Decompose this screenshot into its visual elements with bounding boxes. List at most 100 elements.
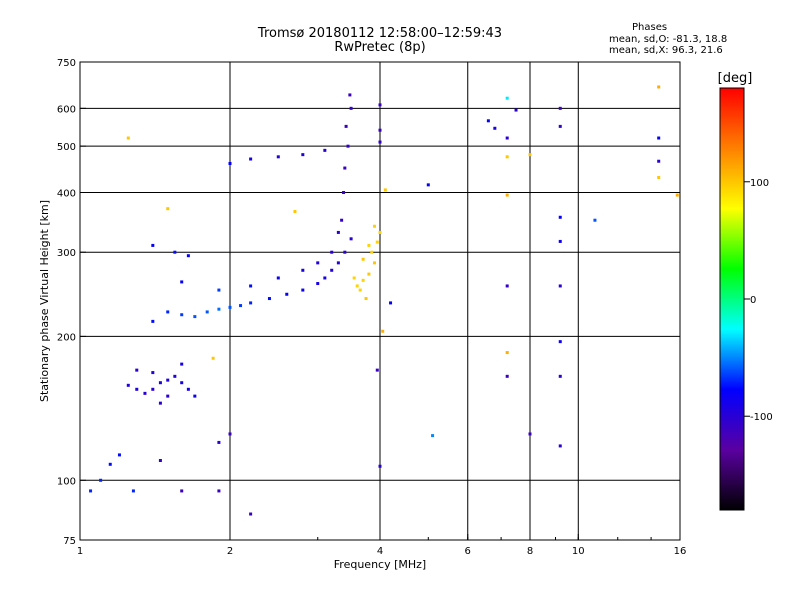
data-point bbox=[558, 124, 562, 128]
axes: 1 2 4 6 8 10 16 75 100 200 300 400 500 600 750 bbox=[57, 58, 686, 557]
data-point bbox=[336, 261, 340, 265]
data-point bbox=[217, 288, 221, 292]
data-point bbox=[657, 175, 661, 179]
data-point bbox=[558, 106, 562, 110]
data-point bbox=[349, 237, 353, 241]
y-tick-label: 100 bbox=[57, 476, 76, 487]
colorbar-tick-label: 100 bbox=[750, 178, 769, 189]
data-point bbox=[505, 351, 509, 355]
data-point bbox=[348, 93, 352, 97]
y-tick-label: 600 bbox=[57, 104, 76, 115]
data-point bbox=[486, 119, 490, 123]
data-point bbox=[657, 85, 661, 89]
data-point bbox=[301, 288, 305, 292]
data-point bbox=[330, 250, 334, 254]
data-point bbox=[378, 230, 382, 234]
data-point bbox=[367, 272, 371, 276]
data-point bbox=[343, 250, 347, 254]
data-point bbox=[558, 215, 562, 219]
data-point bbox=[346, 144, 350, 148]
data-point bbox=[186, 254, 190, 258]
data-point bbox=[166, 394, 170, 398]
y-tick-label: 750 bbox=[57, 58, 76, 69]
data-point bbox=[89, 489, 93, 493]
data-point bbox=[558, 374, 562, 378]
data-point bbox=[158, 458, 162, 462]
data-point bbox=[228, 432, 232, 436]
phases-label: Phases bbox=[632, 22, 668, 33]
data-point bbox=[131, 489, 135, 493]
grid-lines bbox=[80, 62, 680, 540]
data-point bbox=[375, 368, 379, 372]
data-point bbox=[558, 444, 562, 448]
data-point bbox=[558, 239, 562, 243]
data-point bbox=[375, 240, 379, 244]
data-point bbox=[342, 190, 346, 194]
data-point bbox=[505, 193, 509, 197]
data-point bbox=[228, 305, 232, 309]
data-point bbox=[173, 374, 177, 378]
chart-title-line2: RwPretec (8p) bbox=[334, 40, 426, 55]
data-point bbox=[505, 136, 509, 140]
data-point bbox=[378, 464, 382, 468]
data-point bbox=[657, 159, 661, 163]
colorbar-tick-label: 0 bbox=[750, 295, 756, 306]
data-point bbox=[316, 261, 320, 265]
data-point bbox=[301, 153, 305, 157]
data-point bbox=[528, 153, 532, 157]
data-point bbox=[593, 218, 597, 222]
data-point bbox=[126, 383, 130, 387]
data-point bbox=[166, 378, 170, 382]
data-point bbox=[389, 301, 393, 305]
data-point bbox=[373, 261, 377, 265]
colorbar bbox=[719, 87, 745, 511]
data-point bbox=[301, 268, 305, 272]
data-point bbox=[378, 140, 382, 144]
phases-mean-x: mean, sd,X: 96.3, 21.6 bbox=[609, 45, 723, 56]
data-point bbox=[217, 440, 221, 444]
x-tick-label: 4 bbox=[377, 546, 383, 557]
x-tick-label: 6 bbox=[465, 546, 471, 557]
data-point bbox=[378, 128, 382, 132]
data-point bbox=[358, 288, 362, 292]
data-point bbox=[349, 106, 353, 110]
data-point bbox=[493, 126, 497, 130]
data-point bbox=[180, 489, 184, 493]
data-point bbox=[285, 292, 289, 296]
data-point bbox=[293, 210, 297, 214]
data-point bbox=[151, 371, 155, 375]
data-point bbox=[180, 362, 184, 366]
data-point bbox=[361, 278, 365, 282]
y-tick-label: 75 bbox=[63, 536, 76, 547]
data-point bbox=[276, 155, 280, 159]
data-point bbox=[528, 432, 532, 436]
data-point bbox=[158, 381, 162, 385]
data-point bbox=[558, 340, 562, 344]
data-point bbox=[343, 166, 347, 170]
x-tick-label: 10 bbox=[572, 546, 585, 557]
phases-mean-o: mean, sd,O: -81.3, 18.8 bbox=[609, 34, 728, 45]
colorbar-ticks: 100 0 -100 bbox=[744, 178, 773, 423]
data-point bbox=[352, 276, 356, 280]
data-point bbox=[505, 155, 509, 159]
data-point bbox=[344, 124, 348, 128]
data-point bbox=[249, 512, 253, 516]
x-tick-label: 2 bbox=[227, 546, 233, 557]
data-point bbox=[99, 478, 103, 482]
data-point bbox=[505, 284, 509, 288]
x-tick-label: 1 bbox=[77, 546, 83, 557]
data-point bbox=[267, 297, 271, 301]
data-point bbox=[135, 387, 139, 391]
chart-title-line1: Tromsø 20180112 12:58:00–12:59:43 bbox=[257, 26, 503, 41]
data-point bbox=[135, 368, 139, 372]
data-point bbox=[316, 282, 320, 286]
x-tick-label: 16 bbox=[674, 546, 687, 557]
data-point bbox=[378, 103, 382, 107]
data-point bbox=[373, 224, 377, 228]
data-point bbox=[143, 391, 147, 395]
data-point bbox=[364, 297, 368, 301]
data-point bbox=[126, 136, 130, 140]
y-axis-label: Stationary phase Virtual Height [km] bbox=[38, 200, 51, 402]
